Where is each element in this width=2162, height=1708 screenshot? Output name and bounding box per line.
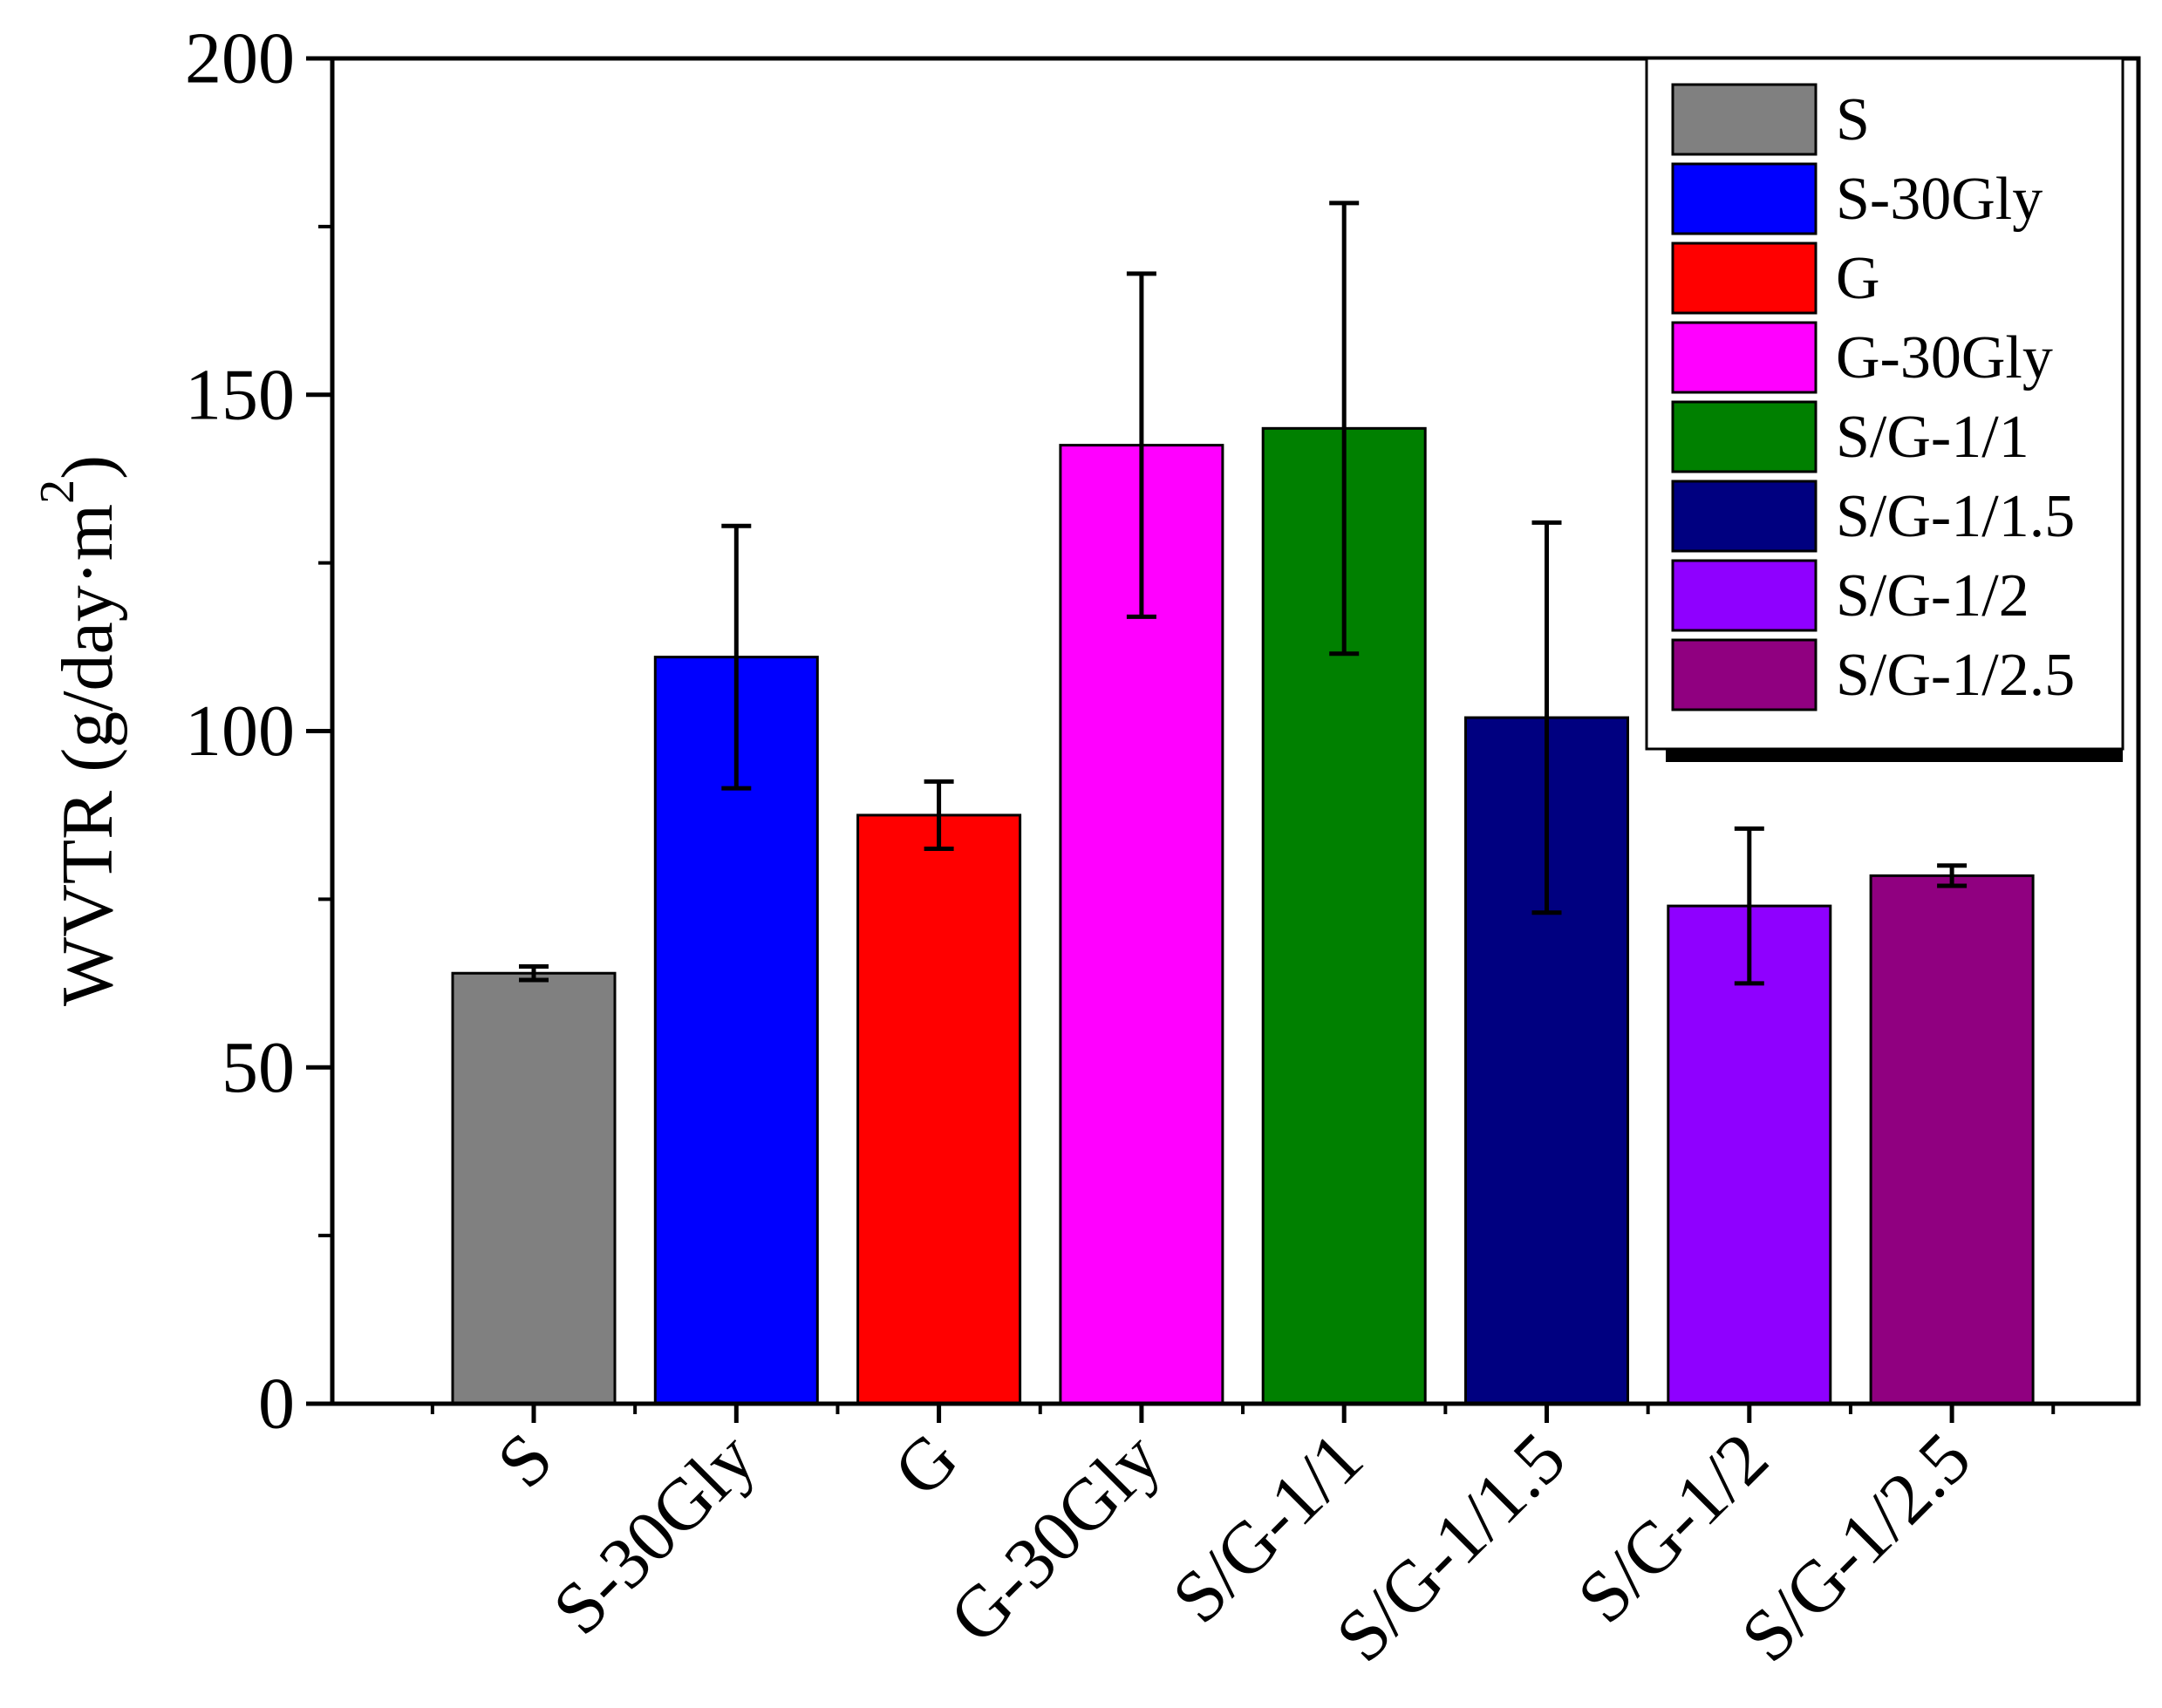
bar-G [856,813,1022,1405]
legend: S S-30Gly G G-30Gly S/G-1/1 S/G-1/1.5 S/G-1/2 S… [1645,57,2124,762]
error-bar-S [519,964,549,983]
y-tick-label-200: 200 [185,18,295,99]
legend-swatch-G [1671,242,1818,315]
y-axis-title: WVTR (g/day·m2) [31,455,128,1006]
legend-swatch-S [1671,83,1818,156]
legend-swatch-S/G-1/2 [1671,559,1818,632]
y-tick-label-150: 150 [185,354,295,435]
legend-label-S-30Gly: S-30Gly [1836,166,2043,233]
legend-label-S: S [1836,86,1870,153]
legend-swatch-S/G-1/1 [1671,400,1818,473]
legend-label-S/G-1/2.5: S/G-1/2.5 [1836,642,2075,709]
error-bar-S-30Gly [721,523,752,791]
legend-label-S/G-1/1.5: S/G-1/1.5 [1836,483,2075,550]
y-tick-label-100: 100 [185,691,295,772]
error-bar-G [924,779,954,852]
error-bar-S/G-1/2 [1734,826,1764,986]
legend-entries: S S-30Gly G G-30Gly S/G-1/1 S/G-1/1.5 S/G-1/2 S… [1671,83,2075,711]
legend-swatch-G-30Gly [1671,321,1818,394]
legend-label-G-30Gly: G-30Gly [1836,324,2053,391]
error-bar-G-30Gly [1126,271,1156,619]
legend-label-G: G [1836,245,1880,312]
error-bars [519,201,1968,986]
error-bar-S/G-1/1 [1329,201,1360,657]
bar-S/G-1/2.5 [1869,874,2035,1405]
legend-swatch-S/G-1/2.5 [1671,638,1818,711]
bar-S [451,971,617,1405]
bars [451,426,2035,1405]
legend-swatch-S-30Gly [1671,162,1818,235]
error-bar-S/G-1/2.5 [1937,863,1968,888]
y-tick-label-50: 50 [222,1027,295,1108]
y-tick-label-0: 0 [258,1364,295,1445]
legend-label-S/G-1/1: S/G-1/1 [1836,404,2029,471]
y-axis: 0 50 100 150 200 [185,18,332,1445]
legend-label-S/G-1/2: S/G-1/2 [1836,562,2029,629]
legend-swatch-S/G-1/1.5 [1671,480,1818,553]
error-bar-S/G-1/1.5 [1531,520,1562,915]
bar-S/G-1/2 [1667,904,1832,1405]
